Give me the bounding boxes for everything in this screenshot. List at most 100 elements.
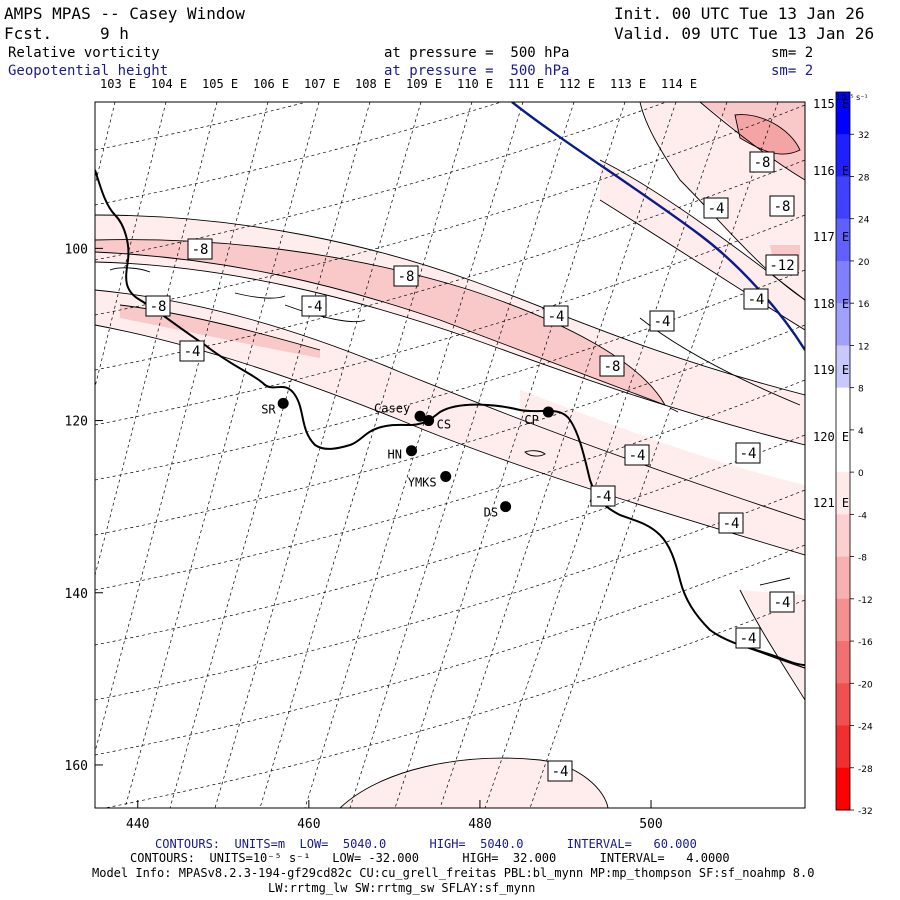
parallel-line	[103, 599, 805, 808]
colorbar-label: -16	[858, 638, 873, 648]
contour-label: -4	[748, 292, 765, 308]
contour-label: -8	[398, 269, 415, 285]
parallel-line	[95, 324, 805, 536]
parallel-line	[95, 102, 309, 151]
longitude-label-top: 104 E	[151, 77, 188, 91]
forecast-label: Fcst.	[4, 24, 53, 43]
colorbar-swatch	[836, 641, 850, 684]
longitude-label-top: 113 E	[610, 77, 647, 91]
colorbar-swatch	[836, 345, 850, 389]
longitude-label-right: 119 E	[813, 363, 850, 377]
parallel-line	[95, 102, 503, 206]
contour-label-box	[769, 591, 795, 613]
parallel-line	[95, 489, 805, 701]
colorbar-swatch	[836, 556, 850, 600]
contour-label-box	[187, 238, 213, 260]
colorbar-swatch	[836, 514, 850, 558]
contour-label: -4	[740, 446, 757, 462]
field1-name: Relative vorticity	[8, 45, 160, 61]
longitude-label-top: 103 E	[100, 77, 137, 91]
longitude-label-top: 106 E	[253, 77, 290, 91]
station-label: SR	[261, 402, 276, 416]
station-label: DS	[484, 506, 498, 520]
contour-label-box	[769, 195, 795, 217]
colorbar-label: 28	[858, 173, 870, 183]
station-label: HN	[388, 448, 402, 462]
field1-smoothing: sm= 2	[771, 45, 814, 61]
contour-label-box	[590, 485, 616, 507]
contour-label: -4	[595, 489, 612, 505]
colorbar-swatch	[836, 303, 850, 346]
contour-label: -8	[150, 299, 167, 315]
contour-label: -4	[548, 309, 565, 325]
station-label: Casey	[374, 401, 410, 415]
contour-label: -8	[604, 359, 621, 375]
contour-label: -4	[740, 631, 757, 647]
plot-title: AMPS MPAS -- Casey Window	[4, 4, 245, 23]
meridian-line	[95, 102, 218, 577]
longitude-label-top: 111 E	[508, 77, 545, 91]
parallel-line	[95, 434, 805, 646]
init-time: Init. 00 UTC Tue 13 Jan 26	[614, 4, 865, 23]
contour-label: -8	[774, 199, 791, 215]
colorbar-label: 8	[858, 385, 864, 395]
longitude-label-right: 117 E	[813, 230, 850, 244]
height-contour-info: CONTOURS: UNITS=m LOW= 5040.0 HIGH= 5040…	[155, 837, 697, 851]
longitude-label-right: 115 E	[813, 97, 850, 111]
meridian-line	[169, 102, 371, 808]
x-tick-label: 440	[126, 817, 149, 832]
contour-label: -4	[629, 448, 646, 464]
colorbar-label: -20	[858, 680, 873, 690]
colorbar-swatch	[836, 218, 850, 262]
station-marker	[406, 445, 418, 457]
meridian-line	[124, 102, 320, 808]
colorbar-label: 32	[858, 131, 869, 141]
colorbar-swatch	[836, 683, 850, 727]
colorbar-label: 20	[858, 258, 870, 268]
station-marker	[423, 415, 435, 427]
longitude-label-top: 112 E	[559, 77, 596, 91]
y-tick-label: 120	[65, 415, 88, 430]
contour-label: -8	[192, 242, 209, 258]
x-tick-label: 480	[468, 817, 491, 832]
y-tick-label: 160	[65, 759, 88, 774]
geopotential-height-contour	[511, 102, 805, 351]
meridian-line	[259, 102, 473, 808]
contour-label: -12	[769, 258, 794, 274]
colorbar-swatch	[836, 598, 850, 642]
contour-label-box	[599, 355, 625, 377]
longitude-label-right: 120 E	[813, 429, 850, 444]
colorbar-label: -12	[858, 596, 873, 606]
station-marker	[440, 471, 452, 483]
station-marker	[500, 501, 512, 513]
station-marker	[414, 410, 426, 422]
meridian-line	[394, 102, 626, 808]
station-label: CP	[524, 413, 538, 427]
field2-smoothing: sm= 2	[771, 63, 814, 79]
colorbar-label: -4	[858, 511, 867, 521]
longitude-label-top: 107 E	[304, 77, 341, 91]
y-axis: 100 120 140 160	[65, 242, 103, 774]
x-tick-label: 500	[639, 817, 662, 832]
contour-label-box	[179, 340, 205, 362]
contour-label: -4	[774, 595, 791, 611]
colorbar-swatch	[836, 472, 850, 515]
longitude-label-top: 105 E	[202, 77, 239, 91]
colorbar-label: -8	[858, 554, 867, 564]
colorbar-swatch	[836, 92, 850, 135]
colorbar-swatch	[836, 767, 850, 811]
contour-label: -4	[306, 299, 323, 315]
contour-label-box	[624, 444, 650, 466]
field2-name: Geopotential height	[8, 63, 169, 79]
colorbar-swatch	[836, 387, 850, 431]
station-marker	[542, 406, 554, 418]
colorbar-label: 24	[858, 216, 870, 226]
contour-label-box	[735, 627, 761, 649]
parallel-line	[95, 379, 805, 591]
meridian-line	[95, 102, 167, 389]
colorbar-swatch	[836, 176, 850, 220]
contour-label-box	[547, 760, 573, 782]
colorbar: 10⁻⁵ s⁻¹ 32 28 24 20 16 12 8 4 0 -4 -8 -12 -16 -20 -24 -…	[835, 91, 873, 817]
contour-labels: -8 -8 -8 -8 -8 -8 -12 -4 -4 -4 -4 -4 -4 -4 -4 -4 -4 -4 -4 -…	[145, 151, 799, 782]
